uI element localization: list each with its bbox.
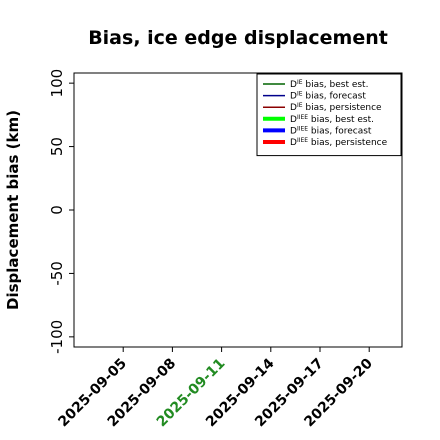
legend-entry: DIIEE bias, forecast (290, 125, 372, 136)
legend-entry: DIE bias, best est. (290, 79, 368, 90)
legend: DIE bias, best est.DIE bias, forecastDIE… (256, 73, 402, 157)
y-tick-label: -50 (48, 261, 66, 286)
legend-entry: DIE bias, persistence (290, 102, 382, 113)
y-axis-ticks: -100 -50 0 50 100 (48, 69, 74, 354)
legend-entry: DIIEE bias, best est. (290, 114, 374, 125)
y-axis-label: Displacement bias (km) (4, 110, 22, 310)
chart-title: Bias, ice edge displacement (88, 27, 388, 49)
legend-entry: DIE bias, forecast (290, 91, 366, 102)
y-tick-label: 0 (48, 205, 66, 215)
y-tick-label: -100 (48, 320, 66, 354)
y-tick-label: 50 (48, 137, 66, 156)
y-tick-label: 100 (48, 69, 66, 98)
legend-entry: DIIEE bias, persistence (290, 137, 388, 148)
x-axis-ticks: 2025-09-052025-09-082025-09-112025-09-14… (55, 347, 376, 430)
